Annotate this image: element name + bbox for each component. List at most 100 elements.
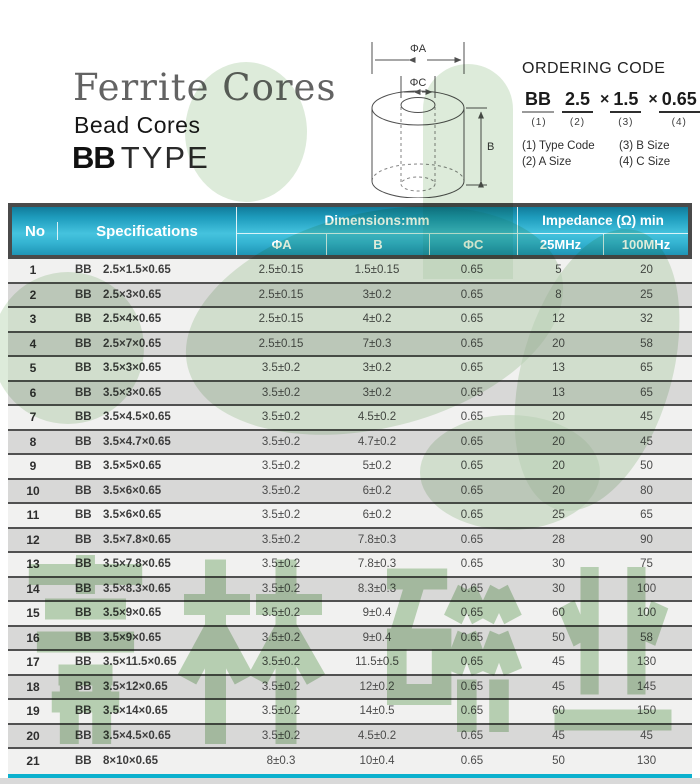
cell-impedance-25mhz: 30 (552, 582, 565, 595)
cell-impedance-100mhz: 32 (640, 313, 653, 326)
cell-impedance-25mhz: 13 (552, 362, 565, 375)
spec-size: 3.5×9×0.65 (103, 607, 162, 620)
spec-prefix: BB (75, 631, 92, 644)
cell-phi-c: 0.65 (460, 411, 484, 424)
spec-size: 3.5×7.8×0.65 (103, 533, 171, 546)
spec-prefix: BB (75, 582, 92, 595)
cell-phi-c: 0.65 (460, 607, 484, 620)
spec-size: 2.5×7×0.65 (103, 337, 162, 350)
cell-impedance-25mhz: 28 (552, 533, 565, 546)
cell-phi-c: 0.65 (460, 288, 484, 301)
spec-prefix: BB (75, 362, 92, 375)
cell-impedance-25mhz: 13 (552, 386, 565, 399)
header-dimensions-group: Dimensions:mm ΦA B ΦC (237, 207, 517, 255)
cell-phi-a: 8±0.3 (266, 755, 296, 768)
cell-phi-a: 2.5±0.15 (258, 264, 304, 277)
cell-impedance-100mhz: 25 (640, 288, 653, 301)
cell-b: 7±0.3 (362, 337, 392, 350)
spec-prefix: BB (75, 435, 92, 448)
cell-specification: BB 3.5×9×0.65 (58, 607, 236, 619)
spec-prefix: BB (75, 755, 92, 768)
cell-phi-c: 0.65 (460, 362, 484, 375)
spec-size: 3.5×11.5×0.65 (103, 656, 177, 669)
table-row: 3 BB 2.5×4×0.65 2.5±0.15 4±0.2 0.65 12 32 (8, 308, 692, 333)
cell-phi-a: 3.5±0.2 (261, 631, 301, 644)
header-b: B (326, 234, 428, 255)
cell-impedance-100mhz: 100 (636, 582, 657, 595)
code-segment-value: 2.5 (562, 90, 594, 113)
cell-impedance-25mhz: 45 (552, 729, 565, 742)
cell-specification: BB 3.5×4.5×0.65 (58, 730, 236, 742)
spec-size: 2.5×4×0.65 (103, 313, 162, 326)
cell-no: 6 (29, 385, 37, 400)
cell-phi-c: 0.65 (460, 656, 484, 669)
cell-no: 17 (26, 655, 40, 670)
cell-phi-a: 3.5±0.2 (261, 558, 301, 571)
cell-impedance-100mhz: 50 (640, 460, 653, 473)
cell-phi-a: 3.5±0.2 (261, 705, 301, 718)
table-row: 7 BB 3.5×4.5×0.65 3.5±0.2 4.5±0.2 0.65 20 45 (8, 406, 692, 431)
spec-prefix: BB (75, 729, 92, 742)
spec-size: 3.5×3×0.65 (103, 362, 162, 375)
spec-prefix: BB (75, 533, 92, 546)
cell-phi-c: 0.65 (460, 484, 484, 497)
cell-phi-a: 3.5±0.2 (261, 435, 301, 448)
cell-no: 12 (26, 532, 40, 547)
table-row: 2 BB 2.5×3×0.65 2.5±0.15 3±0.2 0.65 8 25 (8, 283, 692, 308)
diagram-label-b: B (487, 141, 494, 153)
spec-size: 2.5×3×0.65 (103, 288, 162, 301)
cell-phi-a: 3.5±0.2 (261, 411, 301, 424)
table-row: 6 BB 3.5×3×0.65 3.5±0.2 3±0.2 0.65 13 65 (8, 381, 692, 406)
cell-no: 3 (29, 312, 37, 327)
header-phi-c: ΦC (428, 234, 517, 255)
header-dimensions-subrow: ΦA B ΦC (237, 234, 517, 255)
cell-no: 19 (26, 704, 40, 719)
spec-size: 8×10×0.65 (103, 755, 159, 768)
cell-impedance-100mhz: 45 (640, 729, 653, 742)
table-row: 17 BB 3.5×11.5×0.65 3.5±0.2 11.5±0.5 0.65 45 13… (8, 651, 692, 676)
header-100mhz: 100MHz (603, 234, 688, 255)
legend-item: (4) C Size (619, 155, 671, 168)
cell-specification: BB 3.5×5×0.65 (58, 460, 236, 472)
table-row: 12 BB 3.5×7.8×0.65 3.5±0.2 7.8±0.3 0.65 28 90 (8, 528, 692, 553)
cell-impedance-25mhz: 20 (552, 411, 565, 424)
cell-no: 21 (26, 754, 40, 769)
cell-impedance-100mhz: 80 (640, 484, 653, 497)
cell-specification: BB 3.5×9×0.65 (58, 632, 236, 644)
spec-size: 3.5×5×0.65 (103, 460, 162, 473)
cell-specification: BB 3.5×3×0.65 (58, 362, 236, 374)
header-no: No (12, 207, 58, 255)
bead-core-diagram: ΦA ΦC B (356, 34, 494, 198)
cell-no: 13 (26, 557, 40, 572)
code-segment-index: (2) (569, 116, 586, 128)
code-segment-index: (3) (618, 116, 634, 128)
cell-impedance-100mhz: 65 (640, 362, 653, 375)
cell-phi-c: 0.65 (460, 582, 484, 595)
cell-b: 3±0.2 (362, 386, 392, 399)
header-25mhz: 25MHz (539, 237, 582, 252)
cell-no: 9 (29, 459, 37, 474)
cell-phi-a: 3.5±0.2 (261, 607, 301, 620)
cell-phi-a: 3.5±0.2 (261, 362, 301, 375)
cell-no: 2 (29, 287, 37, 302)
table-row: 9 BB 3.5×5×0.65 3.5±0.2 5±0.2 0.65 20 50 (8, 455, 692, 480)
cell-specification: BB 3.5×4.5×0.65 (58, 411, 236, 423)
type-word-label: TYPE (120, 140, 210, 175)
type-heading: BB TYPE (72, 140, 210, 176)
cell-impedance-25mhz: 20 (552, 337, 565, 350)
cell-specification: BB 3.5×6×0.65 (58, 485, 236, 497)
code-segment-value: BB (522, 90, 554, 113)
cell-phi-c: 0.65 (460, 533, 484, 546)
cell-specification: BB 2.5×1.5×0.65 (58, 264, 236, 276)
cell-impedance-100mhz: 65 (640, 386, 653, 399)
cell-impedance-25mhz: 60 (552, 705, 565, 718)
spec-prefix: BB (75, 288, 92, 301)
ordering-code-heading: ORDERING CODE (522, 60, 666, 77)
cell-phi-a: 3.5±0.2 (261, 680, 301, 693)
diagram-label-phi-a: ΦA (410, 43, 427, 55)
bottom-gray-band (0, 778, 700, 784)
spec-size: 3.5×9×0.65 (103, 631, 162, 644)
header-specifications: Specifications (58, 207, 237, 255)
cell-impedance-25mhz: 20 (552, 435, 565, 448)
